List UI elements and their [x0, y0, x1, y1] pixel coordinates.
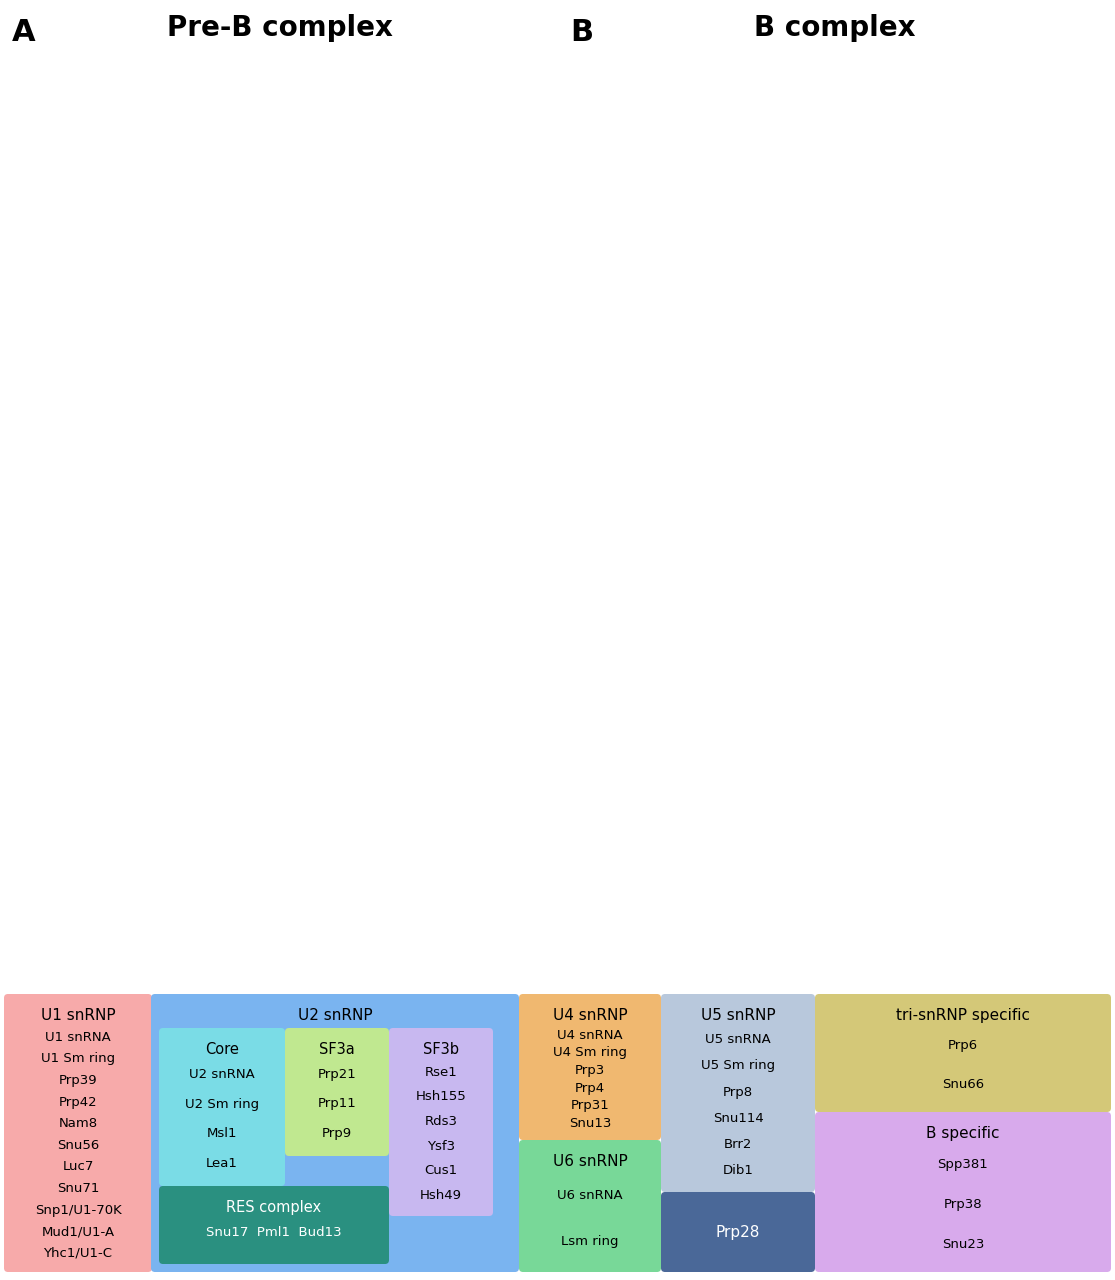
- Text: Dib1: Dib1: [723, 1165, 754, 1178]
- Text: Prp42: Prp42: [59, 1096, 97, 1108]
- Text: Snu23: Snu23: [942, 1238, 985, 1251]
- Text: U2 Sm ring: U2 Sm ring: [185, 1097, 259, 1111]
- Text: Snu114: Snu114: [712, 1112, 764, 1125]
- Text: Prp31: Prp31: [571, 1100, 610, 1112]
- Text: B specific: B specific: [927, 1126, 1000, 1140]
- Text: Prp21: Prp21: [318, 1068, 357, 1080]
- Text: Rds3: Rds3: [425, 1115, 457, 1128]
- Text: Prp9: Prp9: [322, 1126, 352, 1139]
- Text: RES complex: RES complex: [226, 1201, 321, 1215]
- Text: U5 snRNP: U5 snRNP: [700, 1009, 775, 1023]
- Text: U4 Sm ring: U4 Sm ring: [553, 1046, 627, 1060]
- Text: Prp28: Prp28: [716, 1225, 760, 1239]
- FancyBboxPatch shape: [815, 995, 1111, 1112]
- FancyBboxPatch shape: [151, 995, 518, 1272]
- Text: U4 snRNP: U4 snRNP: [553, 1009, 628, 1023]
- Text: Snu56: Snu56: [57, 1139, 99, 1152]
- FancyBboxPatch shape: [285, 1028, 389, 1156]
- Text: Nam8: Nam8: [58, 1117, 98, 1130]
- Text: B complex: B complex: [754, 14, 915, 42]
- Text: Prp4: Prp4: [575, 1082, 605, 1094]
- Text: U5 Sm ring: U5 Sm ring: [701, 1060, 775, 1073]
- Text: Msl1: Msl1: [206, 1128, 237, 1140]
- FancyBboxPatch shape: [518, 1140, 661, 1272]
- Text: tri-snRNP specific: tri-snRNP specific: [896, 1009, 1030, 1023]
- Text: Pre-B complex: Pre-B complex: [167, 14, 392, 42]
- FancyBboxPatch shape: [159, 1187, 389, 1265]
- Text: Hsh155: Hsh155: [416, 1091, 466, 1103]
- Text: Snu71: Snu71: [57, 1181, 99, 1196]
- Text: A: A: [12, 18, 36, 47]
- Text: Snp1/U1-70K: Snp1/U1-70K: [35, 1203, 122, 1216]
- Text: U1 Sm ring: U1 Sm ring: [41, 1052, 115, 1065]
- Text: Mud1/U1-A: Mud1/U1-A: [41, 1225, 115, 1238]
- Text: Cus1: Cus1: [425, 1165, 457, 1178]
- Text: U6 snRNA: U6 snRNA: [558, 1189, 623, 1202]
- Text: SF3a: SF3a: [319, 1042, 355, 1057]
- Text: Snu66: Snu66: [942, 1078, 985, 1091]
- Text: Prp3: Prp3: [575, 1064, 605, 1076]
- Text: U4 snRNA: U4 snRNA: [558, 1029, 623, 1042]
- Text: U2 snRNA: U2 snRNA: [190, 1068, 255, 1082]
- FancyBboxPatch shape: [4, 995, 152, 1272]
- FancyBboxPatch shape: [815, 1112, 1111, 1272]
- Text: B: B: [570, 18, 593, 47]
- FancyBboxPatch shape: [661, 995, 815, 1192]
- Text: Spp381: Spp381: [938, 1158, 988, 1171]
- FancyBboxPatch shape: [389, 1028, 493, 1216]
- Text: Yhc1/U1-C: Yhc1/U1-C: [43, 1247, 113, 1260]
- FancyBboxPatch shape: [159, 1028, 285, 1187]
- Text: U1 snRNP: U1 snRNP: [40, 1009, 115, 1023]
- Text: Core: Core: [205, 1042, 239, 1057]
- Text: Lea1: Lea1: [206, 1157, 237, 1170]
- Text: Ysf3: Ysf3: [427, 1139, 455, 1153]
- Text: Prp39: Prp39: [59, 1074, 97, 1087]
- Text: Prp6: Prp6: [948, 1039, 978, 1052]
- Text: SF3b: SF3b: [423, 1042, 459, 1057]
- Text: U1 snRNA: U1 snRNA: [45, 1030, 110, 1043]
- Text: Luc7: Luc7: [62, 1161, 94, 1174]
- FancyBboxPatch shape: [661, 1192, 815, 1272]
- Text: Prp38: Prp38: [943, 1198, 982, 1211]
- Text: Hsh49: Hsh49: [420, 1189, 462, 1202]
- Text: U2 snRNP: U2 snRNP: [298, 1009, 372, 1023]
- Text: Snu17  Pml1  Bud13: Snu17 Pml1 Bud13: [206, 1226, 342, 1239]
- Text: Prp11: Prp11: [318, 1097, 357, 1110]
- Text: Lsm ring: Lsm ring: [561, 1235, 619, 1248]
- Text: Snu13: Snu13: [569, 1116, 611, 1130]
- Text: U5 snRNA: U5 snRNA: [705, 1033, 770, 1046]
- Text: Prp8: Prp8: [723, 1085, 753, 1098]
- Text: U6 snRNP: U6 snRNP: [553, 1155, 628, 1169]
- Text: Brr2: Brr2: [724, 1138, 753, 1151]
- Text: Rse1: Rse1: [425, 1066, 457, 1079]
- FancyBboxPatch shape: [518, 995, 661, 1140]
